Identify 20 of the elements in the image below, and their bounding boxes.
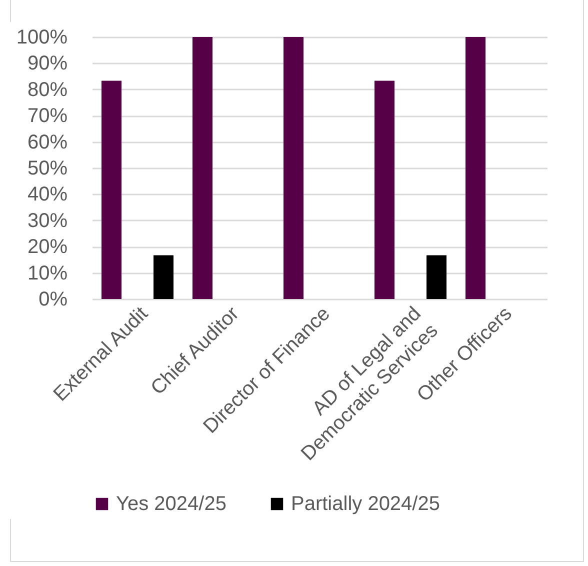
- bar: [284, 37, 304, 299]
- y-tick-label: 70%: [27, 105, 68, 128]
- bar: [466, 37, 486, 299]
- y-tick-label: 50%: [27, 158, 68, 180]
- y-tick-label: 100%: [16, 26, 68, 48]
- bar: [102, 80, 122, 299]
- y-tick-label: 30%: [27, 210, 68, 232]
- bar: [154, 255, 174, 299]
- y-tick-label: 20%: [27, 236, 68, 258]
- y-tick-label: 60%: [27, 131, 68, 154]
- y-tick-label: 40%: [27, 184, 68, 206]
- bar: [426, 255, 446, 299]
- y-tick-label: 0%: [38, 288, 68, 310]
- legend-label: Yes 2024/25: [116, 493, 226, 515]
- y-tick-label: 80%: [27, 78, 68, 101]
- bar: [192, 37, 212, 299]
- y-tick-label: 10%: [27, 262, 68, 284]
- y-tick-label: 90%: [27, 52, 68, 75]
- legend-label: Partially 2024/25: [291, 493, 440, 515]
- bar: [374, 80, 394, 299]
